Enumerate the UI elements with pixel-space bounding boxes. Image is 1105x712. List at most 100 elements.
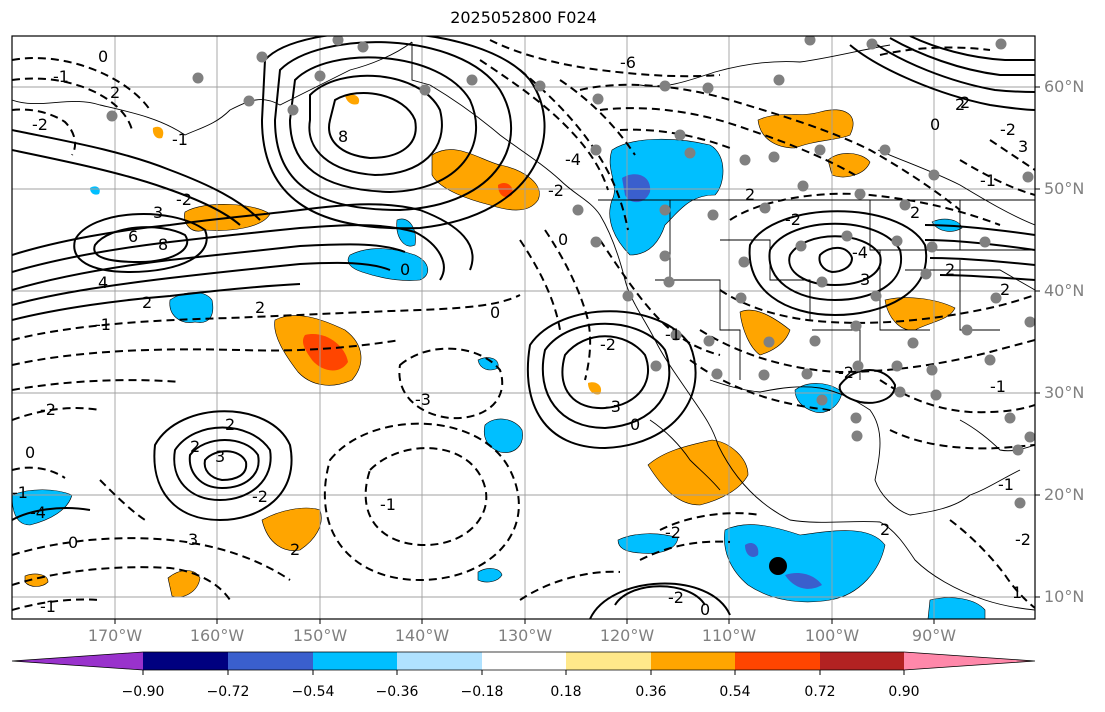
lat-label: 20°N [1044,485,1085,504]
negative-anomaly-area [396,218,416,247]
contour-label: -2 [668,588,684,607]
contour-label: 2 [142,293,152,312]
contour-label: -1 [665,325,681,344]
positive-anomaly-area [345,94,360,105]
contour-label: -4 [30,503,46,522]
lon-label: 120°W [599,626,655,645]
lat-ticks [1035,86,1040,598]
contour-label: 3 [860,270,870,289]
contour-label: 2 [880,520,890,539]
colorbar-tick-label: 0.18 [550,684,582,700]
contour-label: 1 [1012,583,1022,602]
highlight-marker [769,557,787,575]
lon-ticks [114,619,935,624]
contour-label: 0 [98,47,108,66]
colorbar-tick-label: 0.90 [888,684,920,700]
contour-label: -1 [980,171,996,190]
contour-label: 3 [215,447,225,466]
contour-label: 0 [930,115,940,134]
positive-anomaly-area [647,439,749,506]
contour-label: -2 [252,487,268,506]
negative-anomaly-area [622,174,651,203]
contour-label: 6 [128,227,138,246]
contour-label: -1 [95,315,111,334]
graticule [12,36,1035,619]
lat-label: 10°N [1044,587,1085,606]
contour-label: -2 [838,363,854,382]
contour-label: 3 [188,530,198,549]
negative-anomaly-area [477,568,503,583]
contour-label: -3 [415,390,431,409]
colorbar-segment [566,652,651,670]
contour-label: 0 [25,443,35,462]
contour-label: -4 [565,150,581,169]
contour-label: 2 [1000,280,1010,299]
contour-label: 2 [945,260,955,279]
coastlines [12,41,1035,611]
contour-label: -1 [380,495,396,514]
colorbar-tick-label: 0.54 [719,684,751,700]
contour-label: -2 [1000,120,1016,139]
colorbar [11,651,1036,675]
negative-anomaly-area [745,543,759,557]
colorbar-segment [397,652,482,670]
contour-label: 2 [190,437,200,456]
colorbar-upper-extend [904,652,1035,670]
positive-anomaly-area [739,309,791,356]
contour-label: 3 [153,203,163,222]
colorbar-segment [313,652,397,670]
colorbar-segment [143,652,228,670]
contour-label: 2 [745,185,755,204]
map-frame [11,35,1036,620]
colorbar-tick-label: −0.36 [375,684,419,700]
contour-label: 0 [558,230,568,249]
lon-label: 160°W [189,626,245,645]
contour-label: -6 [620,53,636,72]
negative-anomaly-area [724,524,886,603]
colorbar-tick-label: −0.18 [460,684,504,700]
contour-labels: 0 -1 2 -2 -1 8 6 8 4 2 -1 2 3 -2 0 -3 -4… [12,47,1031,619]
lon-label: 170°W [87,626,143,645]
colorbar-tick-label: 0.72 [804,684,836,700]
contour-label: -1 [172,130,188,149]
colorbar-tick-label: −0.90 [121,684,165,700]
lat-label: 60°N [1044,77,1085,96]
contour-label: 2 [110,83,120,102]
contour-label: -4 [852,243,868,262]
negative-anomaly-area [785,573,822,589]
contour-label: 2 [955,95,965,114]
colorbar-segment [228,652,313,670]
colorbar-lower-extend [12,652,143,670]
map-title: 2025052800 F024 [450,8,597,27]
contour-label: -2 [665,523,681,542]
positive-anomaly-area [152,126,164,139]
contour-label: 0 [700,600,710,619]
lon-label: 90°W [911,626,957,645]
contour-label: 2 [290,540,300,559]
colorbar-segment [651,652,735,670]
contour-label: -1 [53,67,69,86]
contour-label: 0 [490,303,500,322]
negative-anomaly-area [927,597,986,619]
contour-label: -2 [600,335,616,354]
positive-anomaly-area [757,109,854,149]
contour-label: 8 [158,235,168,254]
lon-label: 140°W [394,626,450,645]
station-markers [106,36,1035,509]
colorbar-tick-label: 0.36 [635,684,667,700]
lat-label: 30°N [1044,383,1085,402]
contour-label: -2 [32,115,48,134]
lon-label: 100°W [804,626,860,645]
contour-label: -1 [40,597,56,616]
negative-anomaly-area [347,248,428,281]
contour-label: -2 [548,181,564,200]
negative-contours [12,39,1035,611]
contour-label: -1 [12,483,28,502]
contour-label: -1 [990,377,1006,396]
lat-label: 50°N [1044,179,1085,198]
contour-label: 8 [338,127,348,146]
colorbar-segment [735,652,820,670]
lon-label: 110°W [701,626,757,645]
contour-label: 0 [68,533,78,552]
